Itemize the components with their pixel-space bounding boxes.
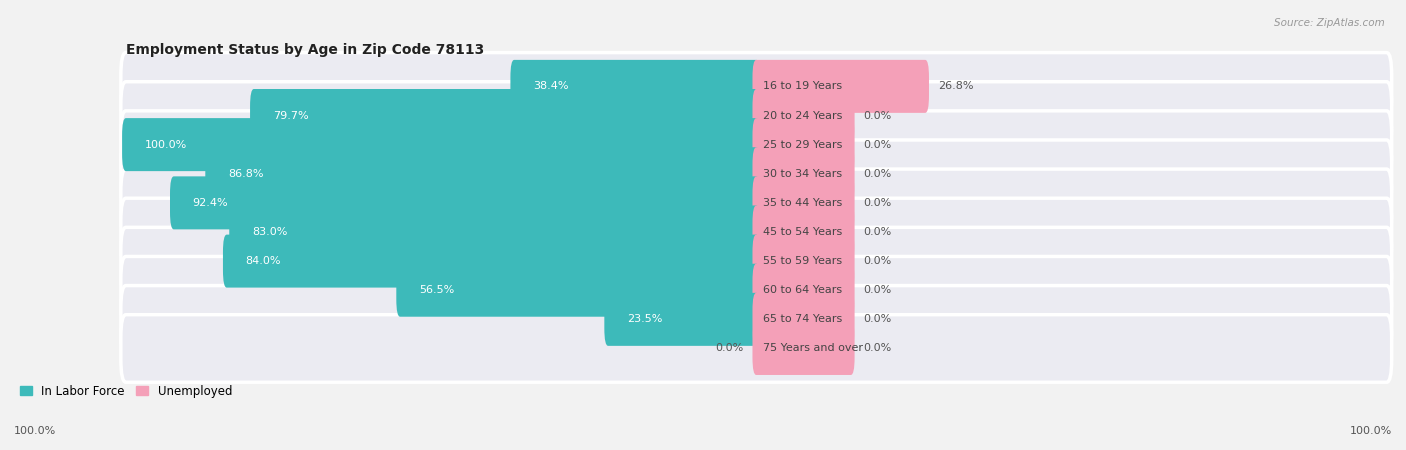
FancyBboxPatch shape bbox=[229, 206, 761, 258]
FancyBboxPatch shape bbox=[605, 293, 761, 346]
FancyBboxPatch shape bbox=[396, 264, 761, 317]
Text: 0.0%: 0.0% bbox=[863, 140, 891, 149]
Text: 30 to 34 Years: 30 to 34 Years bbox=[762, 169, 842, 179]
Text: 0.0%: 0.0% bbox=[863, 285, 891, 295]
FancyBboxPatch shape bbox=[250, 89, 761, 142]
Text: 56.5%: 56.5% bbox=[419, 285, 454, 295]
Text: 26.8%: 26.8% bbox=[938, 81, 973, 91]
Text: 84.0%: 84.0% bbox=[246, 256, 281, 266]
Text: 79.7%: 79.7% bbox=[273, 111, 308, 121]
Text: Source: ZipAtlas.com: Source: ZipAtlas.com bbox=[1274, 18, 1385, 28]
FancyBboxPatch shape bbox=[121, 140, 1392, 207]
FancyBboxPatch shape bbox=[752, 147, 855, 200]
Legend: In Labor Force, Unemployed: In Labor Force, Unemployed bbox=[15, 380, 236, 402]
Text: 60 to 64 Years: 60 to 64 Years bbox=[762, 285, 842, 295]
FancyBboxPatch shape bbox=[121, 53, 1392, 120]
Text: 0.0%: 0.0% bbox=[863, 169, 891, 179]
Text: 25 to 29 Years: 25 to 29 Years bbox=[762, 140, 842, 149]
Text: 55 to 59 Years: 55 to 59 Years bbox=[762, 256, 842, 266]
FancyBboxPatch shape bbox=[752, 60, 929, 113]
Text: 0.0%: 0.0% bbox=[863, 198, 891, 208]
FancyBboxPatch shape bbox=[510, 60, 761, 113]
FancyBboxPatch shape bbox=[121, 286, 1392, 353]
FancyBboxPatch shape bbox=[752, 176, 855, 230]
FancyBboxPatch shape bbox=[752, 293, 855, 346]
Text: Employment Status by Age in Zip Code 78113: Employment Status by Age in Zip Code 781… bbox=[127, 43, 484, 57]
Text: 86.8%: 86.8% bbox=[228, 169, 263, 179]
Text: 0.0%: 0.0% bbox=[863, 256, 891, 266]
FancyBboxPatch shape bbox=[205, 147, 761, 200]
Text: 100.0%: 100.0% bbox=[145, 140, 187, 149]
FancyBboxPatch shape bbox=[752, 264, 855, 317]
FancyBboxPatch shape bbox=[122, 118, 761, 171]
Text: 35 to 44 Years: 35 to 44 Years bbox=[762, 198, 842, 208]
FancyBboxPatch shape bbox=[752, 234, 855, 288]
Text: 65 to 74 Years: 65 to 74 Years bbox=[762, 315, 842, 324]
FancyBboxPatch shape bbox=[752, 89, 855, 142]
Text: 45 to 54 Years: 45 to 54 Years bbox=[762, 227, 842, 237]
Text: 100.0%: 100.0% bbox=[14, 427, 56, 436]
FancyBboxPatch shape bbox=[752, 322, 855, 375]
Text: 20 to 24 Years: 20 to 24 Years bbox=[762, 111, 842, 121]
FancyBboxPatch shape bbox=[752, 206, 855, 258]
Text: 100.0%: 100.0% bbox=[1350, 427, 1392, 436]
Text: 0.0%: 0.0% bbox=[863, 343, 891, 353]
Text: 38.4%: 38.4% bbox=[533, 81, 568, 91]
Text: 23.5%: 23.5% bbox=[627, 315, 662, 324]
Text: 83.0%: 83.0% bbox=[252, 227, 287, 237]
FancyBboxPatch shape bbox=[224, 234, 761, 288]
FancyBboxPatch shape bbox=[121, 82, 1392, 149]
Text: 0.0%: 0.0% bbox=[863, 315, 891, 324]
FancyBboxPatch shape bbox=[121, 169, 1392, 237]
Text: 0.0%: 0.0% bbox=[863, 227, 891, 237]
FancyBboxPatch shape bbox=[121, 198, 1392, 266]
FancyBboxPatch shape bbox=[752, 118, 855, 171]
Text: 75 Years and over: 75 Years and over bbox=[762, 343, 862, 353]
FancyBboxPatch shape bbox=[121, 227, 1392, 295]
Text: 92.4%: 92.4% bbox=[193, 198, 228, 208]
Text: 0.0%: 0.0% bbox=[716, 343, 744, 353]
Text: 0.0%: 0.0% bbox=[863, 111, 891, 121]
Text: 16 to 19 Years: 16 to 19 Years bbox=[762, 81, 842, 91]
FancyBboxPatch shape bbox=[121, 315, 1392, 382]
FancyBboxPatch shape bbox=[170, 176, 761, 230]
FancyBboxPatch shape bbox=[121, 111, 1392, 178]
FancyBboxPatch shape bbox=[121, 256, 1392, 324]
